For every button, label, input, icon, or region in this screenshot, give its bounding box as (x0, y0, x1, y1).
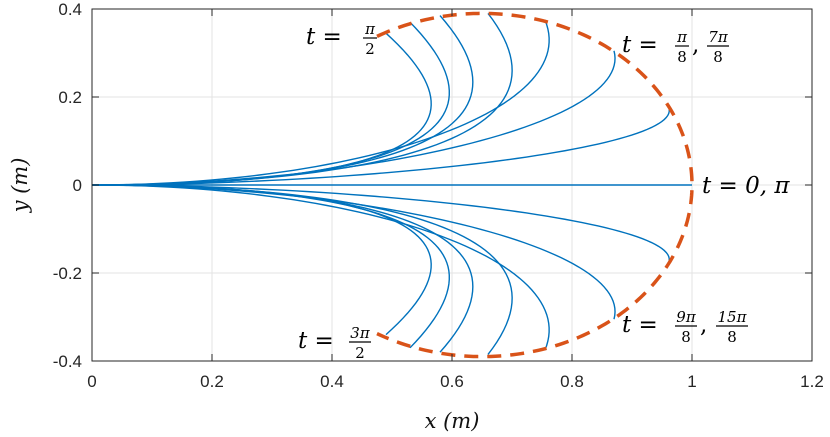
series-curve-13 (91, 32, 432, 186)
x-tick-label: 0.6 (440, 372, 464, 391)
annotation-pi-over-2-num: π (364, 20, 376, 38)
series-curve-2 (91, 184, 670, 261)
y-tick-label: -0.4 (53, 352, 82, 371)
annotation-9pi-over-8-num1: 9π (676, 308, 697, 326)
x-tick-label: 0.2 (200, 372, 224, 391)
svg-text:x (m): x (m) (425, 409, 480, 433)
annotation-pi-over-2: t = π 2 (306, 20, 377, 58)
series-curve-14 (91, 184, 432, 336)
series-curve-1 (91, 109, 670, 186)
svg-text:y (m): y (m) (8, 158, 32, 214)
annotation-pi-over-8-den2: 8 (713, 48, 723, 66)
envelope-curve (376, 11, 694, 359)
annotation-zero-pi-text: t = 0, π (702, 173, 790, 199)
annotation-3pi-over-2-prefix: t = (298, 328, 334, 354)
y-tick-label: 0.4 (58, 0, 82, 19)
x-axis-label: x (m) (425, 409, 480, 433)
y-axis-label-text: y (m) (8, 158, 32, 214)
annotation-9pi-over-8-num2: 15π (718, 308, 748, 326)
annotation-3pi-over-2-num: 3π (350, 324, 371, 342)
annotation-zero-pi: t = 0, π (702, 173, 790, 199)
annotation-pi-over-2-prefix: t = (306, 24, 342, 50)
series-layer (91, 12, 692, 355)
annotation-comma: , (692, 32, 699, 58)
annotation-pi-over-2-den: 2 (365, 40, 375, 58)
annotation-pi-over-8-num2: 7π (708, 28, 729, 46)
x-tick-labels: 0 0.2 0.4 0.6 0.8 1 1.2 (87, 372, 824, 391)
tick-marks (91, 8, 813, 362)
y-tick-label: 0.2 (58, 88, 82, 107)
annotation-pi-over-8: t = π 8 , 7π 8 (622, 28, 729, 66)
annotation-pi-over-8-prefix: t = (622, 32, 658, 58)
annotations: t = π 2 t = π 8 , 7π 8 t = 0, π t = 9π 8… (298, 20, 790, 362)
x-tick-label: 0 (87, 372, 96, 391)
x-axis-label-text: x (m) (425, 409, 480, 433)
y-tick-labels: -0.4 -0.2 0 0.2 0.4 (53, 0, 82, 371)
annotation-3pi-over-2-den: 2 (355, 344, 365, 362)
x-tick-label: 1 (687, 372, 696, 391)
annotation-pi-over-8-num1: π (676, 28, 688, 46)
annotation-pi-over-8-den1: 8 (677, 48, 687, 66)
annotation-9pi-over-8-den1: 8 (681, 328, 691, 346)
y-tick-label: -0.2 (53, 264, 82, 283)
y-axis-label: y (m) (8, 158, 32, 214)
x-tick-label: 0.8 (560, 372, 584, 391)
annotation-9pi-over-8-prefix: t = (622, 312, 658, 338)
annotation-9pi-over-8: t = 9π 8 , 15π 8 (622, 308, 748, 346)
annotation-9pi-over-8-den2: 8 (727, 328, 737, 346)
x-tick-label: 0.4 (320, 372, 344, 391)
y-tick-label: 0 (73, 176, 82, 195)
x-tick-label: 1.2 (800, 372, 824, 391)
annotation-3pi-over-2: t = 3π 2 (298, 324, 371, 362)
annotation-comma: , (700, 312, 707, 338)
